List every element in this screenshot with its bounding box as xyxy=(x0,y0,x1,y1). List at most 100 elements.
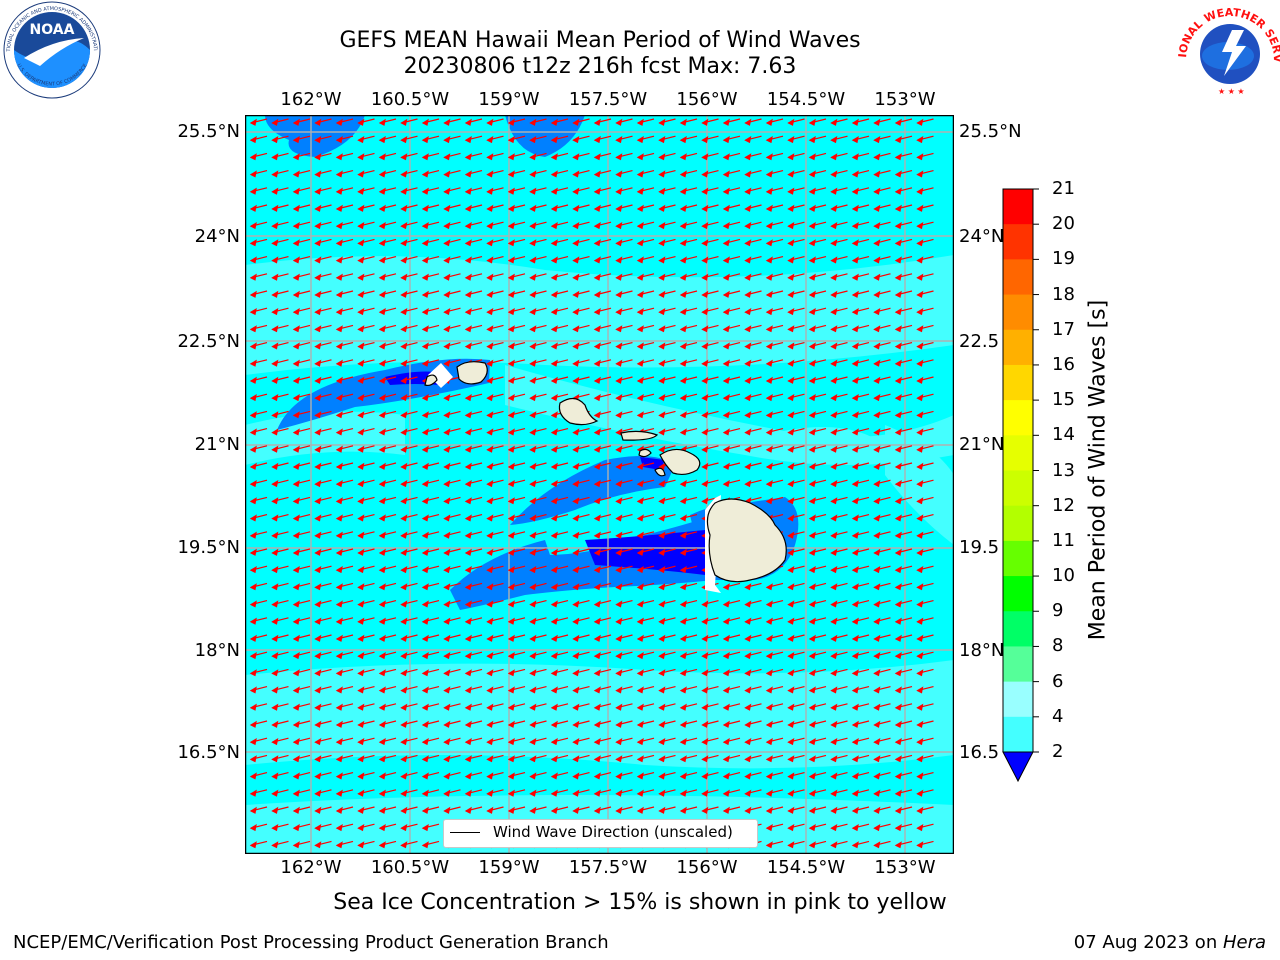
wave-direction-arrowhead xyxy=(722,273,730,281)
map-title: GEFS MEAN Hawaii Mean Period of Wind Wav… xyxy=(339,28,861,53)
wave-direction-arrowhead xyxy=(335,325,343,333)
wave-direction-arrowhead xyxy=(464,187,472,195)
wave-direction-arrowhead xyxy=(851,600,859,608)
wave-direction-arrowhead xyxy=(851,514,859,522)
wave-direction-arrowhead xyxy=(722,307,730,316)
wave-direction-arrowhead xyxy=(400,290,408,298)
wave-direction-arrowhead xyxy=(701,686,709,694)
wave-direction-arrowhead xyxy=(314,600,322,608)
wave-direction-arrowhead xyxy=(615,669,623,677)
wave-direction-arrowhead xyxy=(550,737,558,746)
wave-direction-arrowhead xyxy=(421,531,429,539)
wave-direction-arrowhead xyxy=(658,703,666,711)
wave-direction-arrowhead xyxy=(486,720,494,728)
wave-direction-arrowhead xyxy=(658,325,666,333)
wave-direction-arrowhead xyxy=(314,221,322,230)
wave-direction-arrowhead xyxy=(830,256,838,264)
wave-direction-arrowhead xyxy=(636,772,644,780)
wave-direction-arrowhead xyxy=(400,720,408,728)
wave-direction-arrowhead xyxy=(787,359,795,367)
wave-direction-arrowhead xyxy=(851,617,859,625)
wave-direction-arrowhead xyxy=(765,325,773,333)
wave-direction-arrowhead xyxy=(701,634,709,642)
wave-direction-arrowhead xyxy=(916,135,924,144)
wave-direction-arrowhead xyxy=(443,703,451,711)
wave-direction-arrowhead xyxy=(615,204,623,212)
wave-direction-arrowhead xyxy=(421,565,429,574)
wave-direction-arrowhead xyxy=(421,153,429,161)
wave-direction-arrowhead xyxy=(443,583,451,591)
wave-direction-arrowhead xyxy=(572,686,580,694)
wave-direction-arrowhead xyxy=(249,393,257,402)
wave-direction-arrowhead xyxy=(787,720,795,728)
wave-direction-arrowhead xyxy=(658,445,666,453)
wave-direction-arrowhead xyxy=(314,669,322,677)
wave-direction-arrowhead xyxy=(916,634,924,642)
wave-direction-arrowhead xyxy=(830,686,838,694)
wave-direction-arrowhead xyxy=(572,703,580,711)
wave-direction-arrowhead xyxy=(507,187,515,195)
wave-direction-arrowhead xyxy=(529,772,537,780)
wave-direction-arrowhead xyxy=(658,204,666,212)
wave-direction-arrowhead xyxy=(658,290,666,298)
wave-direction-arrowhead xyxy=(808,548,816,556)
wave-direction-arrowhead xyxy=(271,479,279,488)
wave-direction-arrowhead xyxy=(615,497,623,505)
wave-direction-arrowhead xyxy=(851,531,859,539)
wave-direction-arrowhead xyxy=(443,548,451,556)
wave-direction-arrowhead xyxy=(335,531,343,539)
wave-direction-arrowhead xyxy=(808,428,816,436)
wave-direction-arrowhead xyxy=(271,497,279,505)
footer-credit: NCEP/EMC/Verification Post Processing Pr… xyxy=(13,932,609,953)
wave-direction-arrowhead xyxy=(593,393,601,402)
wave-direction-arrowhead xyxy=(765,428,773,436)
wave-direction-arrowhead xyxy=(271,118,279,126)
wave-direction-arrowhead xyxy=(830,393,838,402)
wave-direction-arrowhead xyxy=(679,686,687,694)
wave-direction-arrowhead xyxy=(830,703,838,711)
wave-direction-arrowhead xyxy=(357,479,365,488)
wave-direction-arrowhead xyxy=(464,290,472,298)
wave-direction-arrowhead xyxy=(249,772,257,780)
wave-direction-arrowhead xyxy=(378,841,386,849)
wave-direction-arrowhead xyxy=(636,273,644,281)
wave-direction-arrowhead xyxy=(421,170,429,178)
wave-direction-arrowhead xyxy=(873,755,881,763)
wave-direction-arrowhead xyxy=(486,772,494,780)
wave-direction-arrowhead xyxy=(249,445,257,453)
wave-direction-arrowhead xyxy=(314,634,322,642)
wave-direction-arrowhead xyxy=(507,548,515,556)
wave-direction-arrowhead xyxy=(701,720,709,728)
wave-direction-arrowhead xyxy=(851,634,859,642)
wave-direction-arrowhead xyxy=(701,651,709,660)
wave-direction-arrowhead xyxy=(615,135,623,144)
wave-direction-arrowhead xyxy=(400,651,408,660)
wave-direction-arrowhead xyxy=(249,720,257,728)
wave-direction-arrowhead xyxy=(808,789,816,797)
wave-direction-arrowhead xyxy=(507,703,515,711)
island-molokai xyxy=(620,430,659,441)
wave-direction-arrowhead xyxy=(851,497,859,505)
wave-direction-arrowhead xyxy=(443,290,451,298)
wave-direction-arrowhead xyxy=(378,565,386,574)
wave-direction-arrowhead xyxy=(873,479,881,488)
wave-direction-arrowhead xyxy=(808,135,816,144)
wave-direction-arrowhead xyxy=(271,290,279,298)
wave-direction-arrowhead xyxy=(851,256,859,264)
wave-direction-arrowhead xyxy=(894,617,902,625)
wave-direction-arrowhead xyxy=(335,204,343,212)
wave-direction-arrowhead xyxy=(744,153,752,161)
wave-direction-arrowhead xyxy=(507,118,515,126)
wave-direction-arrowhead xyxy=(421,359,429,367)
wave-direction-arrowhead xyxy=(744,135,752,144)
wave-direction-arrowhead xyxy=(808,720,816,728)
wave-direction-arrowhead xyxy=(765,806,773,814)
wave-direction-arrowhead xyxy=(722,583,730,591)
wave-direction-arrowhead xyxy=(593,720,601,728)
wave-direction-arrowhead xyxy=(808,204,816,212)
wave-direction-arrowhead xyxy=(292,118,300,126)
wave-direction-arrowhead xyxy=(486,806,494,814)
wave-direction-arrowhead xyxy=(894,239,902,247)
wave-direction-arrowhead xyxy=(679,290,687,298)
wave-direction-arrowhead xyxy=(464,445,472,453)
